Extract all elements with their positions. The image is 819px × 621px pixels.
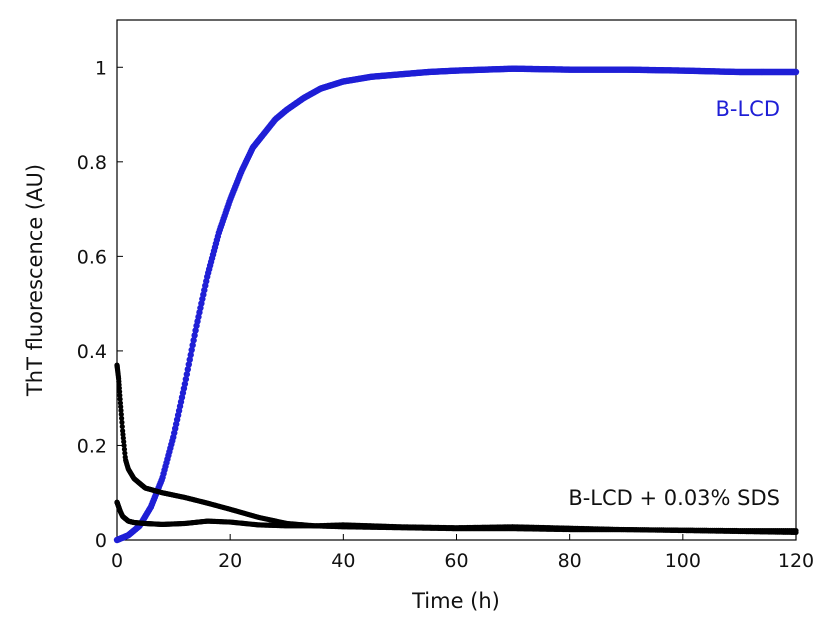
data-point	[792, 68, 800, 76]
data-point	[182, 375, 190, 383]
data-point	[793, 529, 799, 536]
plot-frame	[116, 19, 797, 541]
y-tick-label: 0.2	[77, 435, 107, 457]
data-point	[118, 407, 124, 414]
data-point	[191, 332, 198, 339]
x-tick-label: 40	[331, 550, 355, 572]
data-point	[119, 415, 125, 421]
data-point	[117, 396, 123, 402]
data-point	[186, 356, 193, 363]
data-point	[188, 346, 195, 354]
data-point	[122, 450, 128, 456]
data-point	[185, 361, 192, 368]
x-tick-label: 100	[665, 550, 701, 572]
data-point	[118, 404, 124, 410]
data-point	[121, 446, 128, 452]
data-point	[119, 423, 125, 430]
y-tick-label: 0.6	[77, 246, 107, 268]
y-axis-title: ThT fluorescence (AU)	[23, 164, 47, 397]
series-label-b-lcd-sds: B-LCD + 0.03% SDS	[568, 486, 780, 510]
x-axis-title: Time (h)	[411, 589, 500, 613]
data-point	[184, 366, 192, 373]
data-point	[183, 371, 191, 378]
series-b-lcd	[113, 65, 800, 544]
y-tick-label: 0.4	[77, 341, 107, 363]
y-tick-label: 1	[95, 57, 107, 79]
x-tick-label: 0	[111, 550, 123, 572]
x-axis: 0 20 40 60 80 100 120	[111, 534, 814, 572]
data-point	[121, 442, 127, 449]
data-point	[119, 419, 125, 425]
data-series	[113, 65, 800, 544]
x-tick-label: 80	[558, 550, 582, 572]
series-label-b-lcd: B-LCD	[715, 97, 780, 121]
x-tick-label: 60	[444, 550, 468, 572]
x-tick-label: 120	[778, 550, 814, 572]
y-tick-label: 0	[95, 530, 107, 552]
data-point	[187, 351, 194, 359]
data-point	[190, 337, 197, 344]
data-point	[118, 411, 124, 417]
y-axis: 0 0.2 0.4 0.6 0.8 1	[77, 57, 123, 552]
data-point	[189, 341, 196, 349]
data-point	[121, 439, 127, 445]
data-point	[117, 392, 123, 398]
series-b-lcd-sds-2	[114, 499, 799, 536]
data-point	[181, 380, 189, 388]
y-tick-label: 0.8	[77, 152, 107, 174]
x-tick-label: 20	[218, 550, 242, 572]
